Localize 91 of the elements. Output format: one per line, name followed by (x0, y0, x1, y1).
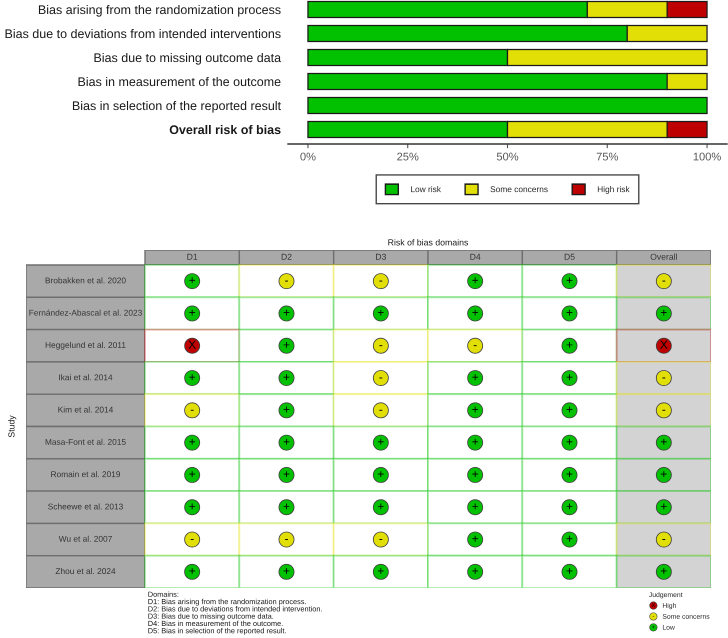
text: - (285, 539, 288, 540)
x-tick-label: D3 (376, 254, 386, 260)
legend-label: Some concerns (490, 186, 548, 192)
text: + (566, 568, 572, 574)
text: - (662, 539, 666, 540)
text: + (284, 342, 290, 348)
text: + (566, 277, 572, 284)
text: + (566, 536, 572, 542)
text: + (378, 438, 384, 445)
x-tick-label: 50% (496, 152, 518, 160)
y-tick-label: Bias due to deviations from intended interventions (6, 28, 281, 38)
text: + (660, 503, 667, 510)
y-tick-label: Brobakken et al. 2020 (46, 277, 126, 284)
text: + (566, 406, 572, 412)
text: + (378, 471, 384, 477)
x-axis-title: Risk of bias domains (388, 239, 468, 246)
y-tick-label: Romain et al. 2019 (51, 471, 120, 478)
text: + (566, 342, 572, 348)
legend-label: Low risk (411, 186, 441, 192)
y-tick-label: Ikai et al. 2014 (59, 374, 112, 380)
y-tick-label: Kim et al. 2014 (58, 406, 114, 413)
text: + (472, 471, 478, 477)
text: - (662, 410, 666, 411)
text: X (660, 340, 668, 349)
text: + (566, 374, 572, 380)
text: + (378, 503, 384, 510)
x-tick-label: D2 (282, 254, 292, 260)
text: + (284, 471, 290, 477)
y-tick-label: Bias due to missing outcome data (94, 52, 282, 65)
y-tick-label: Bias in measurement of the outcome (78, 76, 281, 86)
text: + (189, 438, 196, 445)
text: + (189, 310, 196, 316)
text: + (472, 310, 478, 316)
x-tick-label: D1 (187, 254, 198, 260)
text: - (190, 410, 194, 411)
legend-label: High risk (598, 186, 630, 194)
text: + (472, 438, 478, 445)
text: - (285, 280, 288, 282)
text: - (379, 410, 382, 411)
text: + (378, 568, 384, 574)
text: + (566, 503, 572, 510)
text: + (189, 471, 196, 477)
text: - (474, 345, 477, 346)
text: + (472, 503, 478, 510)
y-tick-label: Overall risk of bias (170, 124, 281, 134)
text: + (472, 568, 478, 574)
x-tick-label: D5 (564, 254, 575, 260)
text: + (189, 277, 196, 284)
x-tick-label: Overall (650, 253, 677, 260)
text: + (189, 568, 196, 574)
text: - (379, 539, 382, 540)
text: + (189, 503, 196, 510)
text: + (378, 310, 384, 316)
text: - (379, 280, 382, 282)
x-tick-label: D4 (470, 254, 480, 260)
text: + (472, 277, 478, 284)
y-tick-label: Heggelund et al. 2011 (46, 342, 126, 350)
x-tick-label: 25% (397, 152, 418, 160)
text: + (566, 471, 572, 477)
text: + (284, 310, 290, 316)
text: + (284, 568, 290, 574)
text: + (472, 536, 478, 542)
text: - (379, 345, 382, 346)
text: + (566, 438, 572, 445)
text: + (472, 374, 478, 380)
y-axis-title: Study (8, 415, 16, 438)
text: + (472, 406, 478, 412)
text: + (284, 406, 290, 412)
text: X (188, 340, 196, 349)
y-tick-label: Bias in selection of the reported result (72, 100, 281, 113)
text: - (190, 539, 194, 540)
y-tick-label: Bias arising from the randomization process (38, 4, 281, 17)
x-tick-label: 100% (694, 152, 721, 160)
text: + (660, 568, 667, 574)
text: + (660, 438, 667, 445)
y-tick-label: Scheewe et al. 2013 (48, 503, 123, 510)
y-tick-label: Masa-Font et al. 2015 (46, 438, 126, 445)
y-tick-label: Wu et al. 2007 (58, 536, 112, 542)
text: + (284, 438, 290, 445)
x-tick-label: 0% (300, 152, 316, 160)
text: + (660, 310, 667, 316)
y-tick-label: Zhou et al. 2024 (56, 568, 116, 574)
text: + (284, 374, 290, 380)
text: + (566, 310, 572, 316)
text: + (284, 503, 290, 510)
text: + (189, 374, 196, 380)
text: + (660, 471, 667, 477)
text: - (662, 280, 666, 282)
x-tick-label: 75% (596, 152, 618, 160)
y-tick-label: Fernández-Abascal et al. 2023 (29, 309, 142, 316)
bar (307, 96, 708, 114)
